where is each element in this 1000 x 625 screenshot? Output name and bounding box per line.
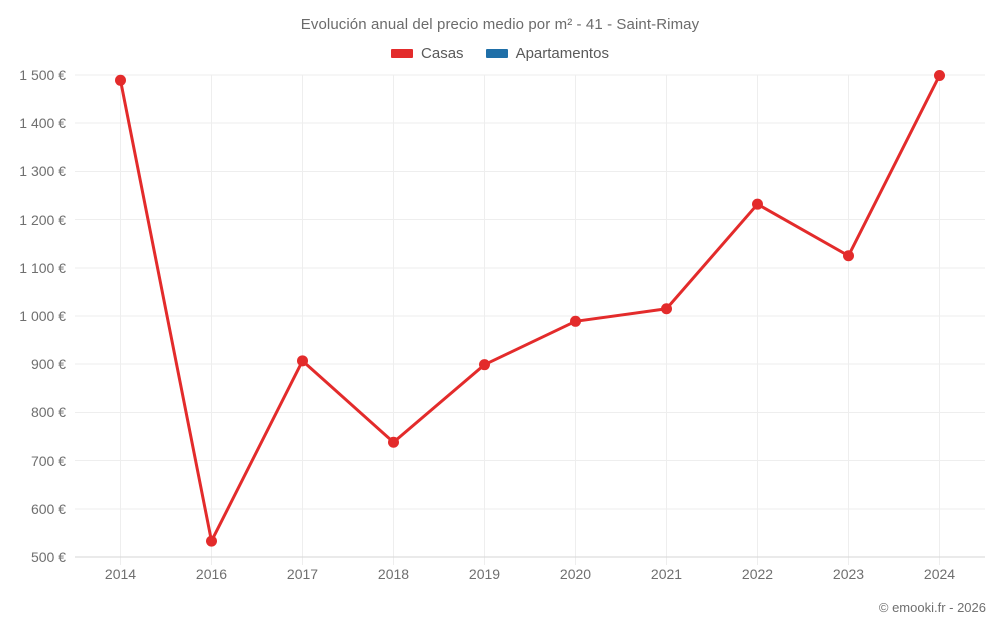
y-axis-tick-label: 900 € (30, 356, 66, 373)
legend-label-casas: Casas (421, 45, 464, 62)
y-axis-tick-label: 700 € (30, 452, 66, 469)
y-axis-tick-label: 600 € (30, 500, 66, 517)
data-point (115, 74, 126, 86)
x-axis-tick-label: 2014 (104, 566, 137, 582)
chart-title: Evolución anual del precio medio por m² … (300, 16, 700, 33)
data-point (934, 69, 945, 81)
data-point (843, 250, 854, 262)
y-axis-tick-label: 1 200 € (19, 211, 66, 228)
data-point (570, 315, 581, 327)
x-axis-tick-label: 2021 (650, 566, 683, 582)
data-point (297, 355, 308, 367)
legend-label-apartamentos: Apartamentos (515, 45, 609, 62)
legend-item-apartamentos[interactable]: Apartamentos (485, 45, 609, 62)
data-point (206, 535, 217, 547)
legend-swatch-casas (391, 49, 414, 58)
chart-legend: Casas Apartamentos (0, 45, 1000, 62)
x-axis-tick-label: 2017 (286, 566, 319, 582)
x-axis-tick-label: 2020 (559, 566, 592, 582)
y-axis-tick-label: 1 000 € (19, 308, 66, 324)
series-points (115, 69, 945, 547)
x-axis-tick-label: 2022 (741, 566, 774, 582)
axis-lines (75, 556, 985, 565)
copyright-credit: © emooki.fr - 2026 (878, 600, 986, 615)
x-axis-tick-label: 2016 (195, 566, 228, 582)
data-point (752, 198, 763, 210)
y-axis-tick-label: 1 100 € (19, 259, 66, 276)
x-axis-tick-label: 2018 (377, 566, 410, 582)
y-axis-tick-label: 1 300 € (19, 163, 66, 180)
y-axis-tick-label: 500 € (30, 549, 66, 565)
grid-lines (75, 74, 985, 558)
legend-swatch-apartamentos (485, 49, 508, 58)
series-line-casas (119, 73, 941, 543)
y-axis-tick-label: 1 500 € (19, 67, 66, 83)
data-point (661, 303, 672, 315)
x-axis-tick-label: 2023 (832, 566, 865, 582)
y-axis-tick-label: 1 400 € (19, 115, 66, 132)
legend-item-casas[interactable]: Casas (391, 45, 464, 62)
data-point (388, 436, 399, 448)
x-axis-tick-label: 2024 (923, 566, 956, 582)
y-axis-tick-label: 800 € (30, 404, 66, 421)
series-lines (119, 73, 941, 543)
data-point (479, 359, 490, 371)
x-axis-tick-label: 2019 (468, 566, 501, 582)
